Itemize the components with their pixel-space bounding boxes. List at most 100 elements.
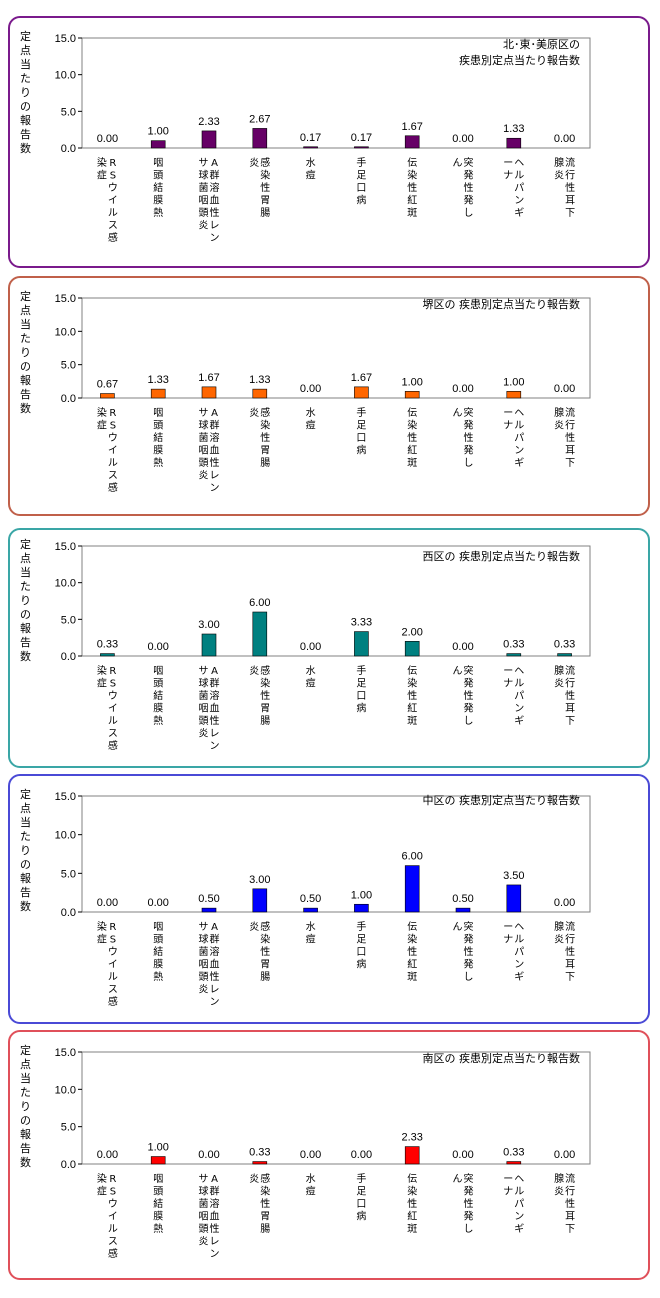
data-label: 6.00 [401,851,422,863]
category-label-char: 胃 [260,703,270,715]
y-tick-label: 0.0 [61,651,76,663]
category-label-char: 伝 [407,665,417,677]
category-label-char: 血 [210,958,220,971]
category-label-char: 症 [97,1185,107,1198]
category-label-char: 染 [407,419,417,432]
category-label-char: 炎 [249,921,259,933]
y-axis-label-char: 告 [20,388,31,401]
bar [506,1161,522,1165]
data-label: 3.00 [198,619,219,631]
category-label-char: 流 [565,406,575,419]
category-label-char: 腺 [554,920,564,933]
category-label-char: 耳 [565,1211,575,1223]
data-label: 1.33 [147,374,168,386]
data-label: 3.50 [503,870,524,882]
y-axis-label-char: り [20,1100,31,1113]
data-label: 2.67 [249,113,270,125]
bar [404,641,420,657]
category-label-char: 足 [356,934,366,946]
category-label-char: 腸 [260,1223,270,1235]
plot-area [81,297,591,399]
category-label-char: し [464,457,474,469]
category-label-char: 感 [108,481,118,494]
y-axis-label-char: 告 [20,636,31,649]
category-label-char: A [211,666,218,677]
y-axis-label-char: 当 [20,815,31,829]
category-label-char: ウ [108,182,118,194]
category-label-char: ん [453,921,463,933]
category-label-char: 症 [97,933,107,946]
category-label-char: 性 [407,431,417,444]
category-label-char: 炎 [199,1236,209,1248]
category-label-char: 頭 [153,1186,163,1198]
bar [100,393,115,399]
chart-title: 北･東･美原区の [503,38,580,51]
data-label: 0.00 [554,383,575,395]
category-label-char: 咽 [199,445,209,457]
y-axis-label-char: 点 [20,802,31,815]
category-label-char: ン [210,741,220,752]
category-label-char: 足 [356,420,366,432]
category-label-char: 感 [260,406,270,419]
data-label: 2.00 [401,626,422,638]
category-label-char: 伝 [407,407,417,419]
y-axis-label-char: 点 [20,552,31,565]
category-label-char: 性 [260,181,270,194]
category-label-char: 感 [108,1247,118,1260]
category-label-char: ス [108,1237,118,1248]
category-label-char: 流 [565,664,575,677]
category-label-char: 性 [407,1197,417,1210]
category-label-char: ヘ [514,922,524,933]
data-label: 0.50 [452,893,473,905]
category-label-char: 発 [464,958,474,971]
category-label-char: 腸 [260,971,270,983]
category-label-char: 結 [153,431,163,444]
y-tick-label: 5.0 [61,868,76,880]
category-label-char: ナ [503,934,513,946]
category-label-char: サ [199,157,209,169]
category-label-char: ー [503,1174,513,1185]
category-label-char: 痘 [306,169,316,182]
category-label-char: 感 [260,156,270,169]
category-label-char: 症 [97,677,107,690]
bar [303,146,318,149]
chart-panel-minami: 定点当たりの報告数 15.0 10.0 5.0 0.0 南区の 疾患別定点当たり報告数 0.… [8,1030,650,1280]
category-label-char: 溶 [210,689,220,702]
y-tick-label: 0.0 [61,393,76,405]
category-label-char: 炎 [199,984,209,996]
category-label-char: ナ [503,678,513,690]
category-label-char: 感 [260,1172,270,1185]
category-label-char: 紅 [407,195,417,207]
y-tick-label: 5.0 [61,106,76,118]
category-label-char: 炎 [554,678,564,690]
data-label: 6.00 [249,597,270,609]
y-tick-label: 15.0 [55,33,76,45]
category-label-char: パ [514,1198,524,1210]
category-label-char: 性 [210,714,220,727]
category-label-char: 感 [260,920,270,933]
y-tick-label: 5.0 [61,1122,76,1134]
bar [506,653,522,657]
category-label-char: 膜 [153,959,163,971]
bar [303,907,318,913]
category-label-char: 発 [464,169,474,182]
category-label-char: イ [108,196,118,207]
category-label-char: 性 [565,181,575,194]
data-label: 1.00 [351,889,372,901]
category-label-char: 感 [108,739,118,752]
category-label-char: ナ [503,170,513,182]
category-label-char: 下 [565,458,575,469]
category-label-char: 病 [356,444,366,457]
category-label-char: 膜 [153,445,163,457]
category-label-char: レ [210,471,220,482]
category-label-char: ル [108,208,118,219]
category-label-char: 咽 [153,921,163,933]
category-label-char: 下 [565,716,575,727]
category-label-char: イ [108,1212,118,1223]
category-label-char: 胃 [260,959,270,971]
data-label: 0.00 [554,1149,575,1161]
y-tick-label: 5.0 [61,614,76,626]
category-label-char: 性 [464,431,474,444]
